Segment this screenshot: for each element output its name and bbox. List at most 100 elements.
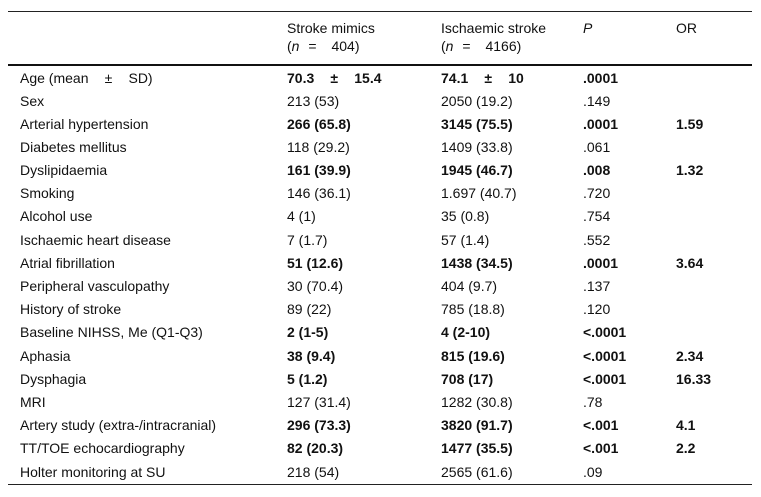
cell-p-value: .008 (583, 162, 611, 179)
cell-p-value: .0001 (583, 69, 619, 86)
cell-ischaemic-stroke: 4 (2-10) (441, 324, 491, 341)
table-row: Peripheral vasculopathy 30 (70.4) 404 (9.7… (8, 275, 752, 298)
cell-or (676, 90, 752, 113)
cell-or (676, 275, 752, 298)
cell-p-value: .09 (583, 463, 603, 480)
row-label: History of stroke (20, 301, 122, 318)
cell-ischaemic-stroke: 1438 (34.5) (441, 254, 513, 271)
row-label: Diabetes mellitus (20, 138, 127, 155)
cell-stroke-mimics: 2 (1-5) (287, 324, 329, 341)
cell-ischaemic-stroke: 3145 (75.5) (441, 115, 513, 132)
table-row: Ischaemic heart disease 7 (1.7) 57 (1.4) .5… (8, 229, 752, 252)
cell-stroke-mimics: 218 (54) (287, 463, 340, 480)
row-label: Dysphagia (20, 370, 87, 387)
cell-stroke-mimics: 89 (22) (287, 301, 332, 318)
cell-stroke-mimics: 127 (31.4) (287, 393, 351, 410)
row-label: Arterial hypertension (20, 115, 149, 132)
cell-ischaemic-stroke: 1477 (35.5) (441, 440, 513, 457)
cell-or (676, 136, 752, 159)
cell-or: 2.34 (676, 347, 704, 364)
row-label: Age (mean ± SD) (20, 69, 153, 86)
cell-stroke-mimics: 51 (12.6) (287, 254, 344, 271)
row-label: Dyslipidaemia (20, 162, 108, 179)
row-label: Baseline NIHSS, Me (Q1-Q3) (20, 324, 203, 341)
header-label: Ischaemic stroke (441, 20, 547, 36)
cell-ischaemic-stroke: 35 (0.8) (441, 208, 490, 225)
cell-p-value: .120 (583, 301, 611, 318)
table-row: Alcohol use 4 (1) 35 (0.8) .754 (8, 205, 752, 228)
header-empty (8, 11, 287, 66)
table-row: History of stroke 89 (22) 785 (18.8) .120 (8, 298, 752, 321)
header-label: Stroke mimics (287, 20, 375, 36)
cell-ischaemic-stroke: 708 (17) (441, 370, 494, 387)
table-row: Aphasia 38 (9.4) 815 (19.6) <.0001 2.34 (8, 345, 752, 368)
table-row: Atrial fibrillation 51 (12.6) 1438 (34.5).… (8, 252, 752, 275)
cell-or (676, 298, 752, 321)
cell-ischaemic-stroke: 57 (1.4) (441, 231, 490, 248)
header-p: P (583, 11, 676, 66)
cell-ischaemic-stroke: 2050 (19.2) (441, 92, 513, 109)
n-symbol: n (291, 38, 300, 54)
cell-ischaemic-stroke: 815 (19.6) (441, 347, 505, 364)
n-symbol: n (445, 38, 454, 54)
cell-or: 2.2 (676, 440, 696, 457)
cell-stroke-mimics: 266 (65.8) (287, 115, 351, 132)
row-label: Alcohol use (20, 208, 93, 225)
table-row: Sex 213 (53) 2050 (19.2) .149 (8, 90, 752, 113)
header-label: P (583, 20, 593, 36)
cell-ischaemic-stroke: 2565 (61.6) (441, 463, 513, 480)
cell-stroke-mimics: 70.3 ±15.4 (287, 69, 382, 86)
row-label: TT/TOE echocardiography (20, 440, 185, 457)
cell-stroke-mimics: 7 (1.7) (287, 231, 328, 248)
cell-ischaemic-stroke: 404 (9.7) (441, 278, 498, 294)
cell-or: 1.59 (676, 115, 704, 132)
header-ischaemic-stroke: Ischaemic stroke (n = 4166) (441, 11, 583, 66)
cell-stroke-mimics: 30 (70.4) (287, 278, 344, 294)
table-row: Artery study (extra-/intracranial) 296 (7… (8, 414, 752, 437)
header-or: OR (676, 11, 752, 66)
row-label: MRI (20, 393, 46, 410)
table-row: Diabetes mellitus 118 (29.2) 1409 (33.8) .0… (8, 136, 752, 159)
row-label: Peripheral vasculopathy (20, 278, 170, 294)
cell-p-value: <.0001 (583, 370, 627, 387)
row-label: Holter monitoring at SU (20, 463, 166, 480)
cell-ischaemic-stroke: 3820 (91.7) (441, 417, 513, 434)
cell-stroke-mimics: 118 (29.2) (287, 138, 350, 155)
cell-ischaemic-stroke: 74.1 ±10 (441, 69, 524, 86)
row-label: Aphasia (20, 347, 71, 364)
table-row: Arterial hypertension 266 (65.8) 3145 (75.… (8, 113, 752, 136)
cell-p-value: .137 (583, 278, 611, 294)
cell-p-value: .754 (583, 208, 611, 225)
cell-ischaemic-stroke: 785 (18.8) (441, 301, 505, 318)
table-row: Holter monitoring at SU 218 (54) 2565 (61.… (8, 461, 752, 485)
comparison-table: Stroke mimics (n = 404) Ischaemic stroke (… (8, 11, 752, 485)
cell-or (676, 391, 752, 414)
cell-or (676, 182, 752, 205)
cell-stroke-mimics: 4 (1) (287, 208, 316, 225)
header-label: OR (676, 20, 697, 36)
cell-stroke-mimics: 146 (36.1) (287, 185, 351, 202)
table-row: Dysphagia 5 (1.2) 708 (17) <.0001 16.33 (8, 368, 752, 391)
equals-sign: = (308, 38, 317, 54)
table-row: Dyslipidaemia 161 (39.9) 1945 (46.7) .008 1.… (8, 159, 752, 182)
header-n-value: 4166 (485, 38, 517, 54)
cell-p-value: .0001 (583, 254, 619, 271)
row-label: Atrial fibrillation (20, 254, 115, 271)
cell-or (676, 461, 752, 485)
cell-p-value: .720 (583, 185, 611, 202)
cell-or (676, 65, 752, 90)
cell-p-value: <.001 (583, 440, 619, 457)
cell-stroke-mimics: 5 (1.2) (287, 370, 328, 387)
cell-or (676, 229, 752, 252)
header-n-value: 404 (331, 38, 355, 54)
cell-or: 3.64 (676, 254, 704, 271)
row-label: Artery study (extra-/intracranial) (20, 417, 217, 434)
table-row: MRI 127 (31.4) 1282 (30.8) .78 (8, 391, 752, 414)
cell-stroke-mimics: 296 (73.3) (287, 417, 351, 434)
cell-p-value: .78 (583, 393, 603, 410)
row-label: Smoking (20, 185, 75, 202)
table-row: TT/TOE echocardiography 82 (20.3) 1477 (35… (8, 437, 752, 460)
cell-p-value: .0001 (583, 115, 619, 132)
cell-or: 1.32 (676, 162, 704, 179)
header-row: Stroke mimics (n = 404) Ischaemic stroke (… (8, 11, 752, 66)
